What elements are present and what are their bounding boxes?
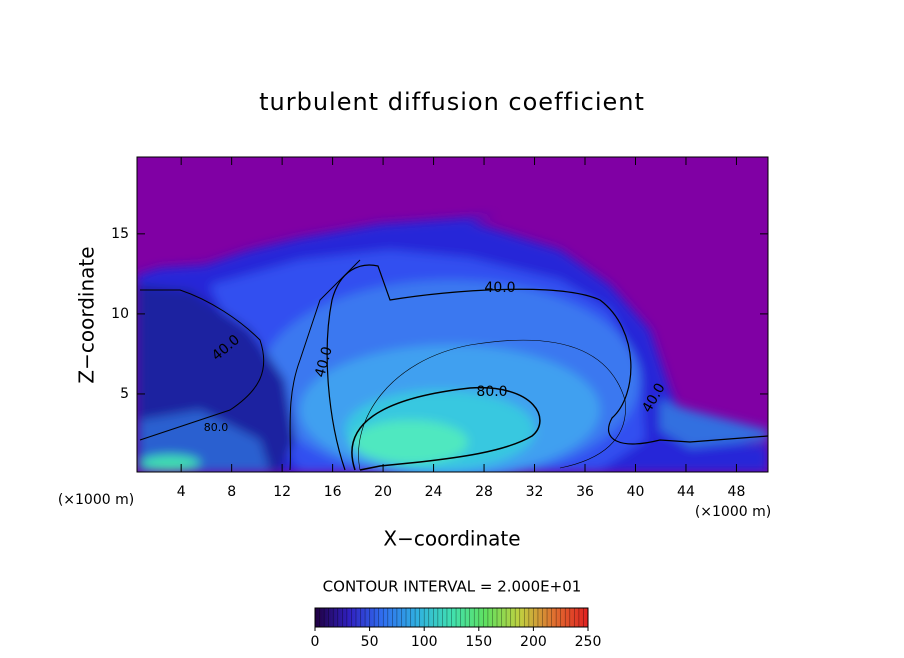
y-axis-title: Z−coordinate — [75, 246, 99, 383]
field: 40.0 80.0 40.0 40.0 40.0 80.0 — [137, 157, 768, 472]
plot-frame — [136, 156, 769, 473]
colorbar-tick-label: 0 — [311, 634, 320, 650]
colorbar-tick-label: 150 — [465, 634, 492, 650]
contour-label: 40.0 — [484, 280, 515, 296]
colorbar-tick-label: 250 — [575, 634, 602, 650]
x-tick-label: 16 — [324, 484, 342, 500]
contour-label: 80.0 — [476, 384, 507, 400]
colorbar-tick-label: 200 — [520, 634, 547, 650]
x-axis-title: X−coordinate — [383, 527, 520, 551]
x-tick-label: 12 — [273, 484, 291, 500]
contour-label: 80.0 — [204, 421, 229, 434]
contour-label: 40.0 — [312, 345, 336, 379]
field-shading — [137, 216, 768, 472]
x-tick-label: 4 — [177, 484, 186, 500]
y-tick-label: 15 — [111, 226, 129, 242]
x-tick-label: 40 — [627, 484, 645, 500]
x-tick-label: 48 — [728, 484, 746, 500]
y-tick-label: 5 — [120, 386, 129, 402]
x-tick-label: 36 — [576, 484, 594, 500]
x-unit-label: (×1000 m) — [58, 492, 134, 508]
x-tick-label: 8 — [227, 484, 236, 500]
x-tick-label: 20 — [374, 484, 392, 500]
contour-interval: CONTOUR INTERVAL = 2.000E+01 — [323, 578, 582, 596]
contour-lines — [139, 259, 768, 471]
x-tick-label: 32 — [526, 484, 544, 500]
x-tick-label: 24 — [425, 484, 443, 500]
colorbar-tick-label: 50 — [361, 634, 379, 650]
chart-title: turbulent diffusion coefficient — [259, 88, 645, 116]
x-tick-label: 28 — [475, 484, 493, 500]
y-tick-label: 10 — [111, 306, 129, 322]
x-unit-label: (×1000 m) — [695, 504, 771, 520]
colorbar-tick-label: 100 — [411, 634, 438, 650]
x-tick-label: 44 — [677, 484, 695, 500]
